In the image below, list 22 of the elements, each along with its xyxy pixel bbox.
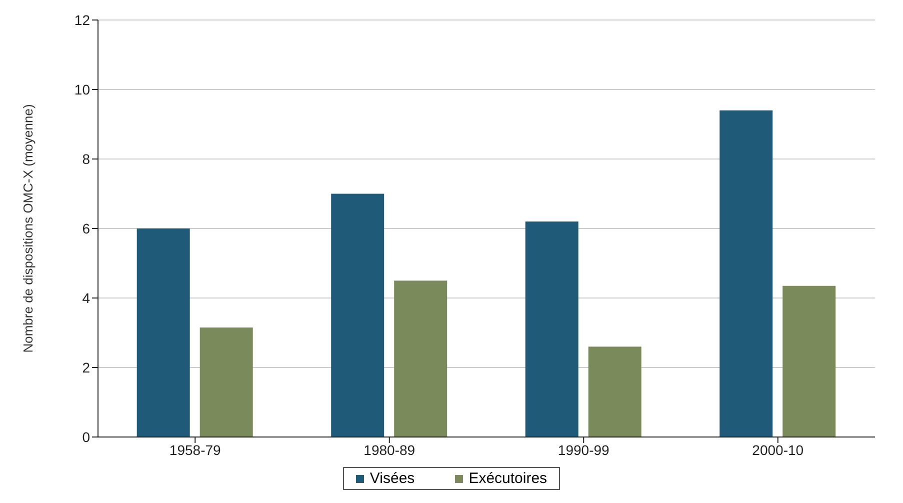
x-tick-label: 1990-99	[558, 442, 610, 458]
bar	[720, 110, 773, 437]
bar	[588, 346, 642, 437]
legend-label: Visées	[368, 470, 415, 487]
y-tick-label: 2	[82, 359, 90, 376]
legend-label: Exécutoires	[468, 470, 548, 487]
bar	[394, 280, 448, 437]
bar	[136, 228, 190, 437]
x-tick-label: 2000-10	[752, 442, 804, 458]
y-tick-label: 10	[74, 81, 90, 98]
bar	[525, 222, 578, 437]
y-tick-label: 6	[82, 220, 90, 236]
y-axis-title: Nombre de dispositions OMC-X (moyenne)	[20, 104, 36, 353]
bar	[200, 328, 253, 437]
y-tick-label: 4	[82, 290, 90, 306]
y-tick-label: 12	[74, 12, 90, 28]
y-tick-label: 8	[82, 150, 90, 167]
x-tick-label: 1980-89	[364, 442, 416, 458]
x-tick-label: 1958-79	[169, 442, 222, 458]
bar	[782, 286, 836, 437]
y-tick-label: 0	[82, 428, 90, 445]
bar	[331, 194, 384, 437]
